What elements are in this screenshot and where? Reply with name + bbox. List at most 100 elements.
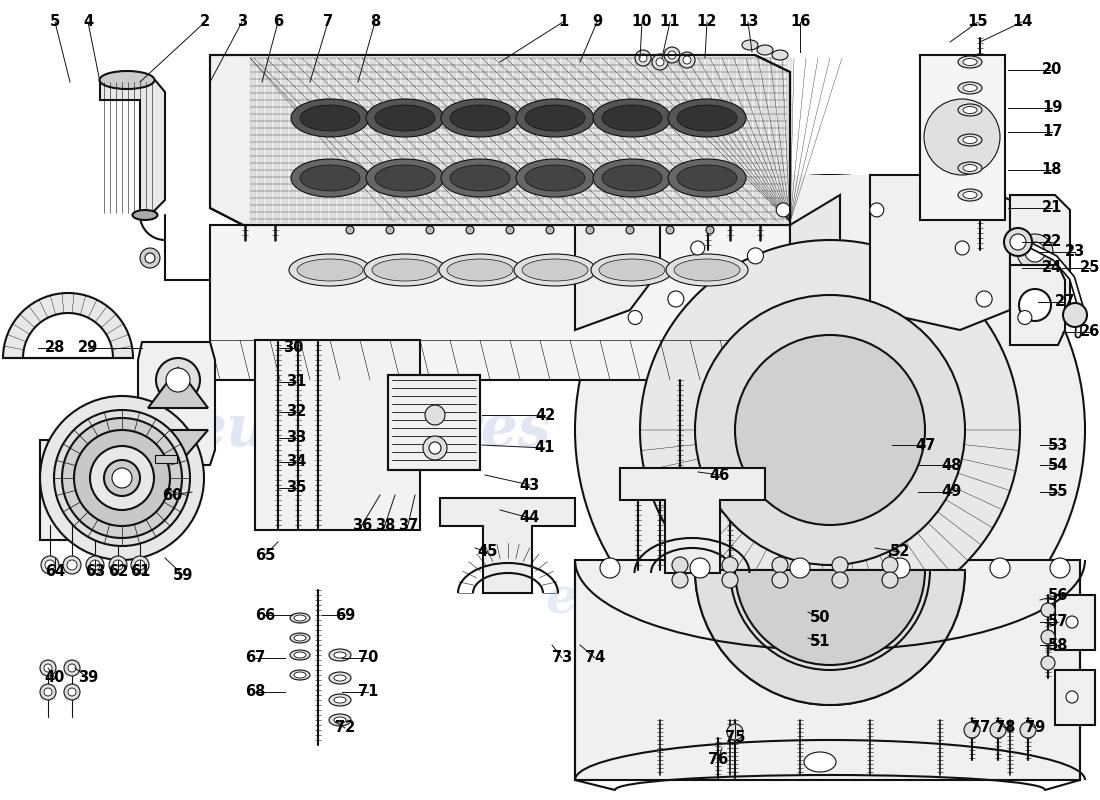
Ellipse shape [668,99,746,137]
Circle shape [691,241,705,255]
Ellipse shape [294,615,306,621]
Circle shape [40,684,56,700]
Circle shape [166,368,190,392]
Text: 38: 38 [375,518,395,533]
Ellipse shape [962,165,977,171]
Polygon shape [255,340,420,530]
Circle shape [722,572,738,588]
Polygon shape [440,498,575,593]
Text: 29: 29 [78,341,98,355]
Text: 49: 49 [942,485,962,499]
Circle shape [346,226,354,234]
Ellipse shape [525,165,585,191]
Ellipse shape [297,259,363,281]
Ellipse shape [757,45,773,55]
Polygon shape [620,468,764,573]
Polygon shape [575,175,660,330]
Text: 76: 76 [708,753,728,767]
Circle shape [964,722,980,738]
Text: 8: 8 [370,14,381,30]
Text: 24: 24 [1042,261,1063,275]
Ellipse shape [329,694,351,706]
Ellipse shape [742,40,758,50]
Ellipse shape [300,165,360,191]
Ellipse shape [334,697,346,703]
Circle shape [1041,603,1055,617]
Circle shape [575,175,1085,685]
Circle shape [664,47,680,63]
Ellipse shape [90,560,100,570]
Text: 16: 16 [790,14,811,30]
Text: 7: 7 [323,14,333,30]
Circle shape [639,54,647,62]
Text: 32: 32 [286,405,306,419]
Ellipse shape [375,105,434,131]
Polygon shape [210,55,790,225]
Text: 74: 74 [585,650,605,666]
Circle shape [628,310,642,325]
Circle shape [44,664,52,672]
Circle shape [668,291,684,307]
Text: 41: 41 [535,441,556,455]
Circle shape [955,241,969,255]
Polygon shape [138,342,214,465]
Ellipse shape [962,58,977,66]
Ellipse shape [958,56,982,68]
Text: 63: 63 [85,565,106,579]
Ellipse shape [294,672,306,678]
Wedge shape [3,293,133,358]
Text: 13: 13 [738,14,758,30]
Circle shape [772,572,788,588]
Text: 15: 15 [968,14,988,30]
Circle shape [870,203,883,217]
Bar [155,455,177,463]
Text: 3: 3 [236,14,248,30]
Ellipse shape [334,717,346,723]
Ellipse shape [958,134,982,146]
Circle shape [1004,228,1032,256]
Text: eurospares: eurospares [189,402,551,458]
Text: eurospares: eurospares [546,575,855,625]
Ellipse shape [135,560,145,570]
Ellipse shape [300,105,360,131]
Circle shape [672,557,688,573]
Text: 68: 68 [245,685,265,699]
Ellipse shape [804,752,836,772]
Circle shape [156,358,200,402]
Circle shape [706,226,714,234]
Text: 75: 75 [725,730,745,746]
Circle shape [425,405,446,425]
Text: 48: 48 [942,458,962,473]
Ellipse shape [666,254,748,286]
Text: 67: 67 [245,650,265,666]
Circle shape [145,253,155,263]
Circle shape [466,226,474,234]
Text: 43: 43 [520,478,540,493]
Ellipse shape [290,633,310,643]
Text: 5: 5 [50,14,60,30]
Ellipse shape [375,165,434,191]
Polygon shape [790,195,840,380]
Ellipse shape [366,99,444,137]
Circle shape [882,557,898,573]
Ellipse shape [366,159,444,197]
Text: 65: 65 [255,547,275,562]
Ellipse shape [962,137,977,143]
Text: 30: 30 [283,341,304,355]
Text: 52: 52 [890,545,910,559]
Ellipse shape [290,650,310,660]
Text: 36: 36 [352,518,372,533]
Text: 21: 21 [1042,201,1063,215]
Text: 22: 22 [1042,234,1063,250]
Circle shape [1041,630,1055,644]
Circle shape [932,107,992,167]
Text: 4: 4 [82,14,94,30]
Ellipse shape [602,105,662,131]
Text: 2: 2 [200,14,210,30]
Polygon shape [575,175,870,380]
Ellipse shape [447,259,513,281]
Circle shape [1066,616,1078,628]
Ellipse shape [86,556,104,574]
Bar [1055,595,1094,650]
Ellipse shape [41,556,59,574]
